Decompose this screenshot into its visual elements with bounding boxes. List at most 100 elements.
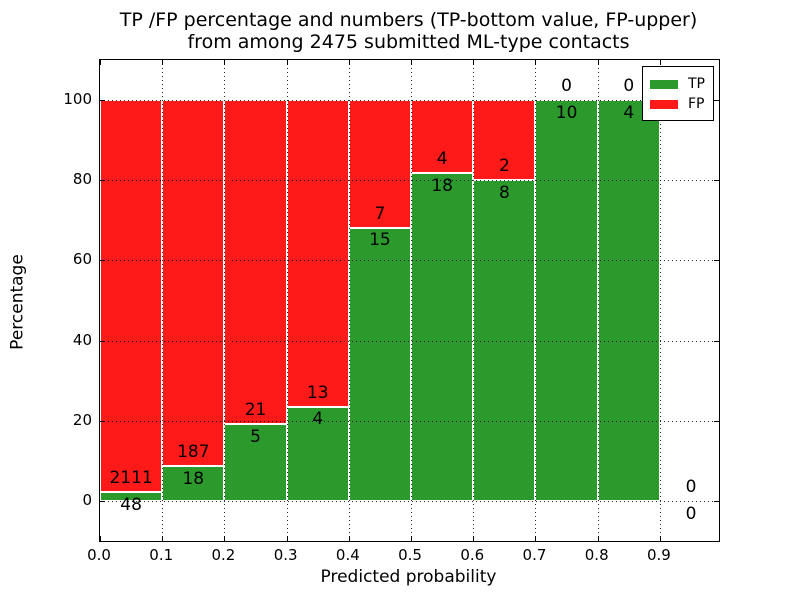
x-tick-mark — [224, 536, 226, 541]
bar-segment-fp — [224, 100, 287, 424]
y-tick-mark-right — [714, 180, 719, 182]
tp-count-label: 4 — [312, 409, 324, 430]
bar-segment-tp — [348, 227, 412, 501]
x-tick-label: 0.2 — [211, 546, 236, 564]
x-tick-mark — [473, 536, 475, 541]
x-tick-label: 0.7 — [522, 546, 547, 564]
x-tick-label: 0.9 — [646, 546, 671, 564]
x-tick-label: 0.4 — [335, 546, 360, 564]
bar-segment-tp — [597, 100, 660, 501]
y-tick-mark — [100, 180, 105, 182]
fp-count-label: 2111 — [109, 467, 153, 488]
legend-swatch-tp — [650, 79, 678, 89]
x-axis-label: Predicted probability — [320, 567, 497, 587]
bar-segment-fp — [473, 100, 536, 181]
x-tick-mark — [597, 536, 599, 541]
gridline-horizontal — [100, 260, 719, 262]
x-tick-mark-top — [597, 60, 599, 65]
tp-count-label: 5 — [250, 426, 261, 447]
gridline-vertical — [411, 60, 413, 541]
x-tick-label: 0.5 — [398, 546, 422, 564]
bar-segment-fp — [162, 100, 225, 466]
y-tick-mark — [100, 420, 105, 422]
gridline-vertical — [162, 60, 164, 541]
x-tick-mark — [348, 536, 350, 541]
x-tick-mark — [100, 536, 101, 541]
x-tick-mark-top — [100, 60, 101, 65]
gridline-vertical — [286, 60, 288, 541]
fp-count-label: 2 — [498, 156, 510, 177]
legend-label-tp: TP — [688, 76, 705, 92]
x-tick-mark-top — [473, 60, 475, 65]
y-tick-mark-right — [714, 100, 719, 102]
chart-title: TP /FP percentage and numbers (TP-bottom… — [99, 9, 718, 53]
x-tick-mark — [286, 536, 288, 541]
bar-segment-tp — [162, 465, 225, 501]
gridline-vertical — [535, 60, 537, 541]
x-tick-label: 0.6 — [460, 546, 485, 564]
gridline-horizontal — [100, 340, 719, 342]
x-tick-mark-top — [535, 60, 537, 65]
gridline-vertical — [659, 60, 661, 541]
y-tick-label: 20 — [72, 410, 92, 429]
tp-count-label: 48 — [120, 494, 142, 515]
x-tick-mark-top — [411, 60, 413, 65]
plot-area: TP FP 2111 48 187 18 21 5 13 4 7 15 4 18 2 8 0 10 0 4 0 0 — [99, 59, 720, 542]
bar-segment-tp — [411, 172, 474, 501]
gridline-vertical — [224, 60, 226, 541]
y-tick-mark-right — [714, 420, 719, 422]
legend-label-fp: FP — [688, 96, 705, 112]
x-tick-label: 0.3 — [273, 546, 298, 564]
y-tick-mark — [100, 100, 105, 102]
gridline-vertical — [348, 60, 350, 541]
y-tick-label: 100 — [63, 90, 92, 109]
x-tick-mark — [162, 536, 164, 541]
gridline-horizontal — [100, 100, 719, 102]
legend: TP FP — [642, 66, 714, 121]
gridline-horizontal — [100, 180, 719, 182]
x-tick-mark-top — [286, 60, 288, 65]
fp-count-label: 21 — [244, 399, 267, 420]
x-tick-mark — [411, 536, 413, 541]
legend-swatch-fp — [650, 99, 678, 109]
bar-segment-tp — [100, 492, 163, 501]
x-tick-mark — [535, 536, 537, 541]
chart-title-line2: from among 2475 submitted ML-type contac… — [187, 31, 630, 53]
y-tick-mark-right — [714, 340, 719, 342]
fp-count-label: 13 — [306, 382, 329, 403]
gridline-vertical — [597, 60, 599, 541]
tp-count-label: 4 — [623, 102, 635, 123]
y-tick-mark-right — [714, 500, 719, 502]
gridline-horizontal — [100, 500, 719, 502]
fp-count-label: 0 — [561, 76, 572, 97]
bar-segment-fp — [100, 100, 163, 492]
y-tick-mark — [100, 500, 105, 502]
x-tick-mark-top — [659, 60, 661, 65]
bar-segment-tp — [286, 406, 349, 501]
x-tick-mark-top — [162, 60, 164, 65]
fp-count-label: 0 — [623, 76, 635, 97]
fp-count-label: 0 — [685, 476, 697, 497]
tp-count-label: 10 — [555, 102, 578, 123]
fp-count-label: 7 — [374, 203, 386, 224]
y-tick-label: 0 — [82, 490, 92, 509]
x-tick-label: 0.1 — [149, 546, 174, 564]
y-axis-label: Percentage — [7, 254, 28, 350]
chart-title-line1: TP /FP percentage and numbers (TP-bottom… — [119, 9, 698, 31]
fp-count-label: 4 — [436, 148, 448, 169]
tp-count-label: 15 — [369, 230, 391, 251]
bar-segment-tp — [535, 100, 598, 501]
tp-count-label: 8 — [498, 183, 510, 204]
bar-segment-fp — [348, 100, 412, 228]
gridline-vertical — [473, 60, 475, 541]
bar-segment-fp — [286, 100, 349, 407]
y-tick-mark-right — [714, 260, 719, 262]
gridline-horizontal — [100, 420, 719, 422]
y-tick-label: 80 — [72, 170, 92, 189]
x-tick-label: 0.8 — [584, 546, 609, 564]
fp-count-label: 187 — [177, 441, 210, 462]
x-tick-mark-top — [348, 60, 350, 65]
tp-count-label: 18 — [431, 175, 453, 196]
x-tick-label: 0.0 — [87, 546, 111, 564]
